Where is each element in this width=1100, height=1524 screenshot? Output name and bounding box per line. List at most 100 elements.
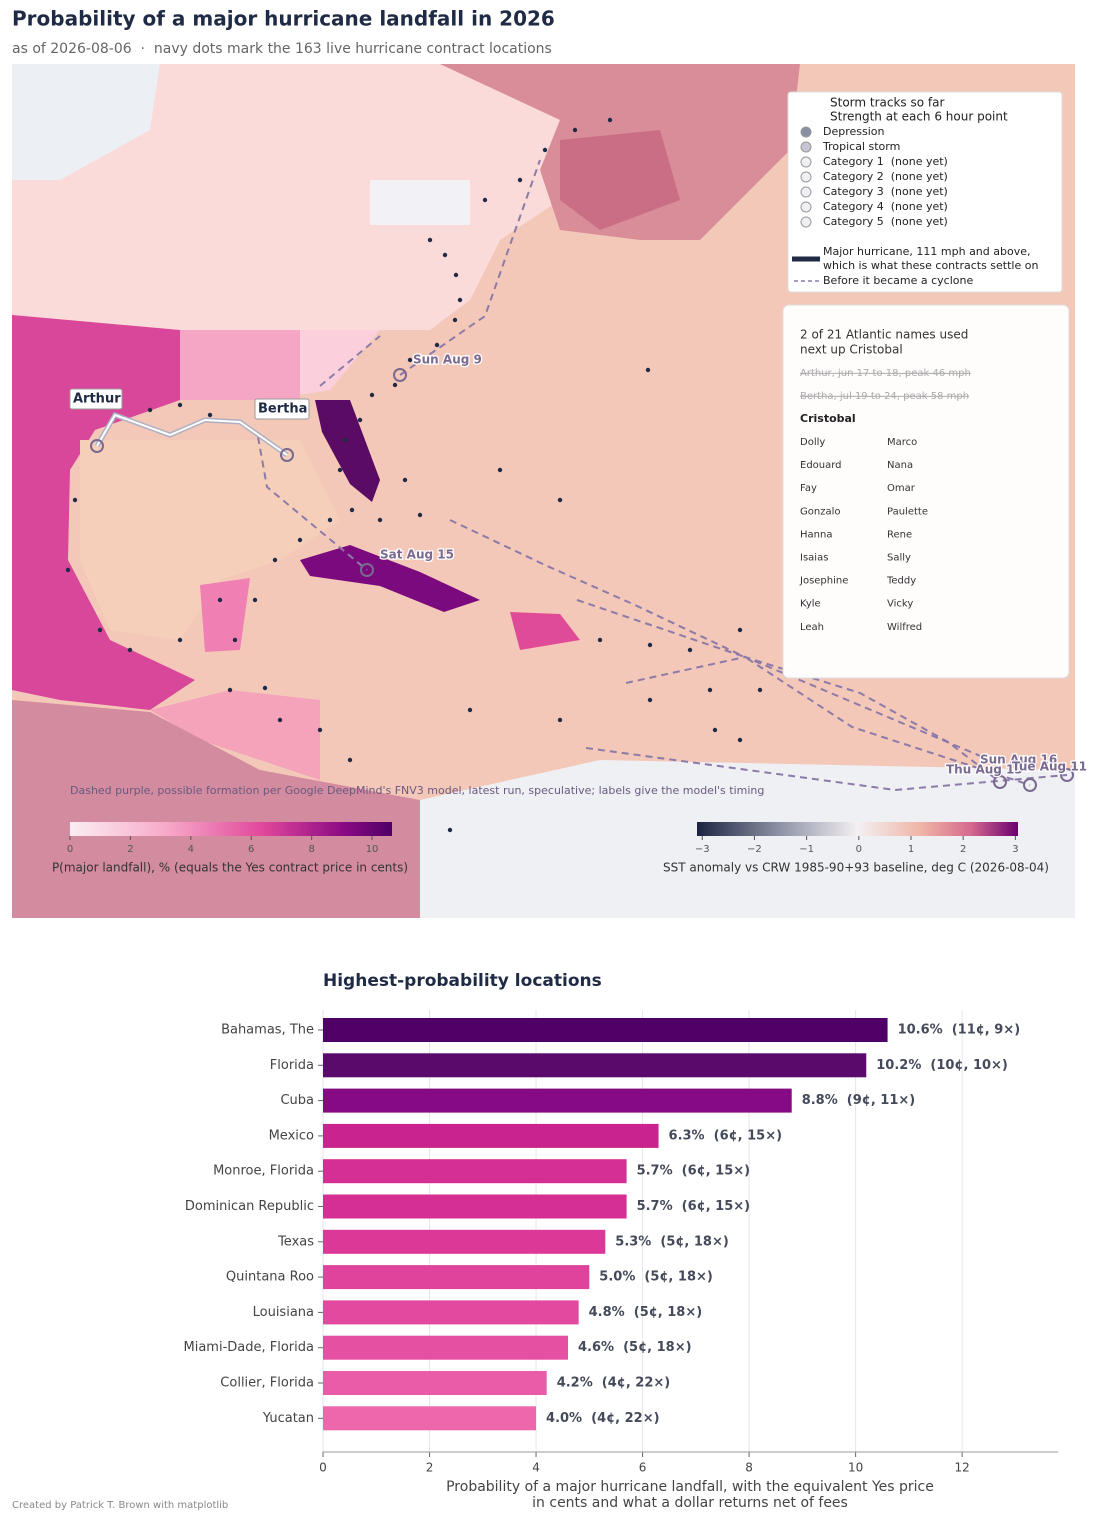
south-anomaly — [12, 700, 420, 918]
colorbar-tick-label: 1 — [908, 844, 914, 855]
legend-marker — [800, 141, 812, 153]
cuba — [300, 545, 480, 612]
yucatan — [200, 578, 250, 652]
northeast-anomaly — [560, 130, 680, 230]
legend-major: which is what these contracts settle on — [823, 259, 1038, 272]
contract-dot — [227, 687, 233, 693]
contract-dot — [645, 367, 651, 373]
storm-label: Bertha — [258, 402, 307, 417]
contract-dot — [737, 737, 743, 743]
value-label: 4.6% (5¢, 18×) — [578, 1340, 692, 1355]
names-used: 2 of 21 Atlantic names used — [800, 328, 968, 342]
storm-endpoint — [1060, 768, 1074, 782]
upcoming-name: Dolly — [800, 437, 825, 448]
forecast-track — [576, 599, 1031, 786]
bar — [323, 1088, 792, 1113]
contract-dot — [572, 127, 578, 133]
louisiana — [180, 330, 300, 400]
storm-endpoint — [1023, 778, 1037, 792]
y-tick-label: Collier, Florida — [220, 1376, 314, 1391]
names-next: next up Cristobal — [800, 343, 903, 357]
value-label: 10.2% (10¢, 10×) — [876, 1058, 1008, 1073]
contract-dot — [369, 392, 375, 398]
contract-dot — [177, 637, 183, 643]
colorbar-tick-label: 3 — [1012, 844, 1018, 855]
contract-dots — [65, 117, 763, 833]
upcoming-name: Teddy — [886, 576, 916, 587]
contract-dot — [262, 685, 268, 691]
south-america — [420, 760, 1075, 918]
contract-dot — [177, 402, 183, 408]
upcoming-name: Marco — [887, 437, 917, 448]
upcoming-name: Nana — [887, 460, 913, 471]
legend-box — [787, 91, 1063, 293]
storm-endpoint — [393, 368, 407, 382]
y-tick-label: Cuba — [280, 1093, 314, 1108]
contract-dot — [327, 517, 333, 523]
legend-marker — [800, 156, 812, 168]
contract-dot — [467, 707, 473, 713]
value-label: 6.3% (6¢, 15×) — [669, 1128, 783, 1143]
contract-dot — [557, 717, 563, 723]
contract-dot — [442, 252, 448, 258]
retired-name: Bertha, jul 19 to 24, peak 58 mph — [800, 391, 969, 402]
contract-dot — [497, 467, 503, 473]
value-label: 5.7% (6¢, 15×) — [637, 1199, 751, 1214]
contract-dot — [457, 297, 463, 303]
contract-dot — [647, 697, 653, 703]
y-tick-label: Dominican Republic — [185, 1199, 314, 1214]
colorbar-tick-label: −1 — [799, 844, 814, 855]
retired-name: Arthur, jun 17 to 18, peak 46 mph — [800, 368, 971, 379]
contract-dot — [349, 507, 355, 513]
storm-track-arthur — [96, 413, 288, 456]
contract-dot — [147, 407, 153, 413]
storm-endpoint — [280, 448, 294, 462]
contract-dot — [447, 827, 453, 833]
bar — [323, 1194, 627, 1219]
bar — [323, 1229, 606, 1254]
date-label: Sun Aug 9 — [413, 353, 482, 367]
contract-dot — [232, 637, 238, 643]
storm-endpoint — [993, 775, 1007, 789]
contract-dot — [342, 437, 348, 443]
contract-dot — [407, 357, 413, 363]
y-tick-label: Texas — [277, 1234, 314, 1249]
contract-dot — [417, 512, 423, 518]
colorbar-tick-label: 0 — [856, 844, 862, 855]
upcoming-name: Fay — [800, 483, 817, 494]
bar — [323, 1371, 547, 1395]
contract-dot — [65, 567, 71, 573]
legend-major: Major hurricane, 111 mph and above, — [823, 245, 1031, 258]
x-tick-label: 12 — [954, 1461, 969, 1475]
legend-entry: Category 2 (none yet) — [823, 170, 948, 183]
value-label: 10.6% (11¢, 9×) — [898, 1023, 1021, 1038]
contract-dot — [127, 647, 133, 653]
colorbar-probability — [70, 822, 392, 836]
contract-dot — [757, 687, 763, 693]
central-america — [150, 690, 320, 780]
colorbar-tick-label: 10 — [366, 844, 379, 855]
contract-dot — [712, 727, 718, 733]
forecast-track — [257, 436, 368, 571]
value-label: 8.8% (9¢, 11×) — [802, 1093, 916, 1108]
land-nodata — [370, 180, 470, 225]
bar — [323, 1018, 888, 1042]
bar — [323, 1159, 627, 1184]
y-tick-label: Monroe, Florida — [213, 1164, 314, 1179]
upcoming-name: Vicky — [887, 599, 913, 610]
value-label: 5.7% (6¢, 15×) — [637, 1164, 751, 1179]
upcoming-name: Isaias — [800, 553, 828, 564]
contract-dot — [434, 342, 440, 348]
bar — [323, 1406, 537, 1431]
contract-dot — [392, 382, 398, 388]
bar — [323, 1123, 659, 1148]
forecast-track — [319, 335, 381, 387]
legend-marker — [800, 186, 812, 198]
y-tick-label: Louisiana — [253, 1305, 314, 1320]
storm-endpoint — [90, 439, 104, 453]
map: Storm tracks so far Strength at each 6 h… — [12, 64, 1075, 918]
contract-dot — [297, 537, 303, 543]
value-label: 4.2% (4¢, 22×) — [557, 1376, 671, 1391]
colorbar-tick-label: −2 — [747, 844, 762, 855]
date-label: Sun Aug 16 — [980, 753, 1057, 767]
